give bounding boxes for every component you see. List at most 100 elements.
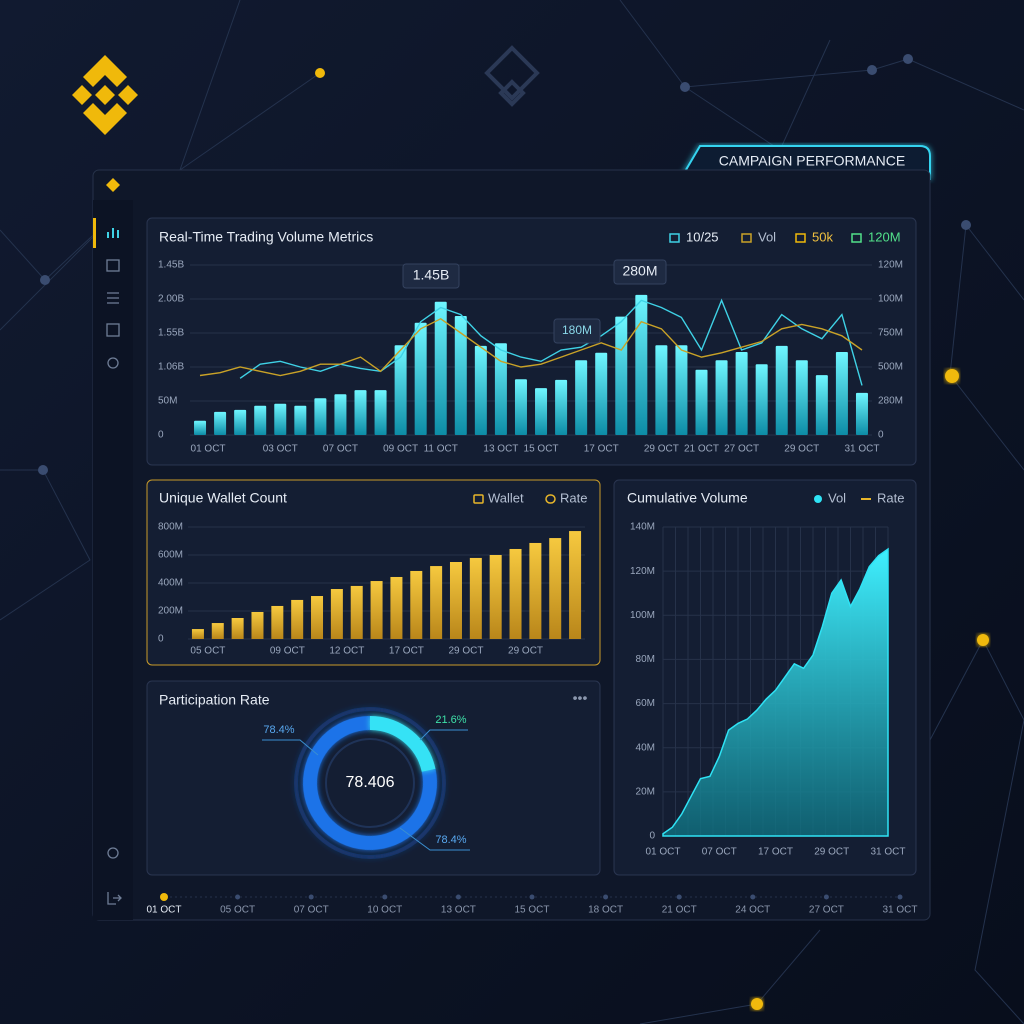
bar <box>469 557 482 639</box>
bar <box>454 316 467 435</box>
nav-trend[interactable] <box>106 259 120 272</box>
bar <box>294 405 307 435</box>
bar <box>354 390 367 435</box>
legend-icon <box>669 233 680 243</box>
legend-label: 120M <box>868 229 901 244</box>
bar <box>370 581 383 639</box>
panel-participation <box>146 680 601 876</box>
bar <box>775 345 788 435</box>
legend-label: 50k <box>812 229 833 244</box>
more-menu[interactable]: ••• <box>573 690 588 706</box>
y2-tick-label: 120M <box>878 260 903 271</box>
nav-logout[interactable] <box>107 892 122 905</box>
bar <box>334 394 347 435</box>
bar <box>549 538 562 639</box>
bar <box>695 369 708 435</box>
header-badge: CAMPAIGN PERFORMANCE <box>719 153 905 169</box>
bar <box>575 360 588 435</box>
x-tick-label: 29 OCT <box>508 646 543 657</box>
x-tick-label: 17 OCT <box>584 444 619 455</box>
legend-icon <box>545 494 556 504</box>
donut-segment <box>303 716 437 850</box>
bar <box>735 352 748 435</box>
bar <box>350 585 363 639</box>
nav-list[interactable] <box>107 292 119 304</box>
line-series <box>199 317 863 377</box>
bar <box>635 294 648 435</box>
legend-icon <box>814 495 822 503</box>
timeline-label: 27 OCT <box>809 905 844 916</box>
logo-part <box>106 178 120 192</box>
leader-line <box>399 827 470 851</box>
bar <box>514 379 527 435</box>
bar <box>314 398 327 435</box>
logo-part <box>484 45 540 101</box>
value-label: 78.4% <box>435 834 466 846</box>
node <box>40 275 50 285</box>
bar <box>555 379 568 435</box>
panel-title: Real-Time Trading Volume Metrics <box>159 229 373 245</box>
legend-label: 10/25 <box>686 229 719 244</box>
bar <box>390 576 403 639</box>
x-tick-label: 21 OCT <box>684 444 719 455</box>
panel-title: Unique Wallet Count <box>159 490 287 506</box>
legend-label: Vol <box>828 490 846 505</box>
network-line <box>0 469 91 621</box>
x-tick-label: 29 OCT <box>644 444 679 455</box>
sidebar-icons <box>106 228 122 905</box>
y-tick-label: 800M <box>158 522 183 533</box>
callout-box <box>613 259 667 285</box>
node <box>961 220 971 230</box>
watermark-logo <box>484 45 540 107</box>
annotation: 78.4% <box>263 724 294 736</box>
timeline-label: 13 OCT <box>441 905 476 916</box>
sidebar <box>93 200 133 920</box>
y-tick-label: 400M <box>158 578 183 589</box>
bar <box>755 364 768 435</box>
bar <box>715 360 728 435</box>
y2-tick-label: 0 <box>878 430 884 441</box>
legend-icon <box>473 494 484 504</box>
leader-line <box>419 729 468 741</box>
legend-icon <box>795 233 806 243</box>
x-tick-label: 05 OCT <box>190 646 225 657</box>
y2-tick-label: 280M <box>878 396 903 407</box>
bar <box>535 388 548 435</box>
nav-tasks[interactable] <box>106 323 120 337</box>
timeline-dot <box>235 894 241 900</box>
nav-settings[interactable] <box>107 357 119 369</box>
bar <box>815 375 828 435</box>
network-nodes <box>38 54 989 1010</box>
nav-settings-bottom[interactable] <box>107 847 119 859</box>
node <box>315 68 325 78</box>
network-line <box>949 223 1024 471</box>
x-tick-label: 17 OCT <box>758 847 793 858</box>
bar <box>251 611 264 639</box>
timeline-dot <box>603 894 609 900</box>
timeline-dot <box>750 894 756 900</box>
bar <box>254 405 267 435</box>
bar <box>449 562 462 639</box>
timeline-label: 07 OCT <box>294 905 329 916</box>
y-tick-label: 60M <box>636 698 655 709</box>
y-tick-label: 80M <box>636 654 655 665</box>
bar <box>655 345 668 435</box>
window-logo <box>106 178 120 192</box>
logo-part <box>83 103 127 135</box>
logo <box>72 55 138 135</box>
callout: 1.45B <box>413 267 450 283</box>
legend-label: Vol <box>758 229 776 244</box>
y2-tick-label: 500M <box>878 362 903 373</box>
legend-icon <box>851 233 862 243</box>
bar <box>410 570 423 639</box>
x-tick-label: 01 OCT <box>191 444 226 455</box>
y-tick-label: 1.06B <box>158 362 184 373</box>
x-tick-label: 29 OCT <box>784 444 819 455</box>
y-tick-label: 200M <box>158 606 183 617</box>
nav-chart[interactable] <box>107 228 119 238</box>
legend-label: Wallet <box>488 490 524 505</box>
node <box>751 998 763 1010</box>
bar <box>191 629 204 639</box>
callout: 280M <box>622 263 657 279</box>
